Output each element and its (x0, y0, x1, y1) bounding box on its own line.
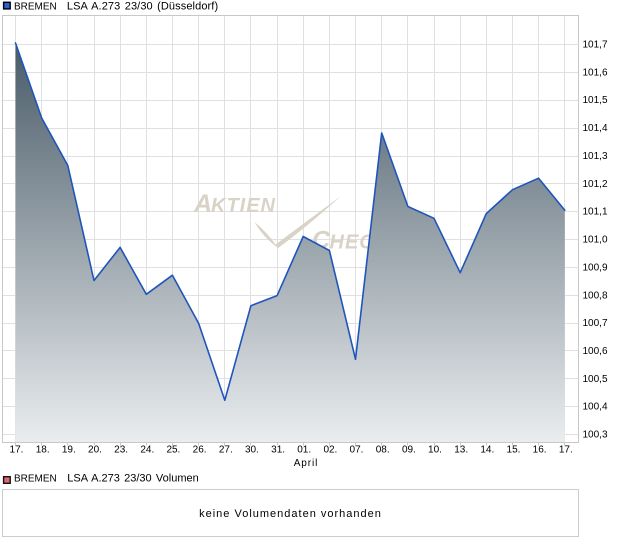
svg-text:100,4: 100,4 (583, 402, 608, 413)
svg-text:14.: 14. (480, 445, 494, 456)
svg-text:19.: 19. (62, 445, 76, 456)
svg-text:18.: 18. (36, 445, 50, 456)
svg-text:100,9: 100,9 (583, 262, 608, 273)
svg-text:15.: 15. (507, 445, 521, 456)
svg-text:LSA A.273 23/30 (Düsseldorf): LSA A.273 23/30 (Düsseldorf) (67, 1, 218, 13)
svg-text:101,6: 101,6 (583, 67, 608, 78)
svg-text:09.: 09. (402, 445, 416, 456)
svg-text:BREMEN: BREMEN (14, 1, 57, 12)
svg-text:101,2: 101,2 (583, 179, 608, 190)
svg-text:April: April (294, 458, 319, 469)
svg-text:101,7: 101,7 (583, 40, 608, 51)
svg-text:01.: 01. (297, 445, 311, 456)
svg-text:17.: 17. (559, 445, 573, 456)
svg-text:02.: 02. (323, 445, 337, 456)
svg-text:BREMEN: BREMEN (14, 473, 57, 484)
svg-text:100,3: 100,3 (583, 430, 608, 441)
svg-text:101,1: 101,1 (583, 207, 608, 218)
svg-text:KTIEN: KTIEN (211, 195, 276, 217)
svg-text:23.: 23. (114, 445, 128, 456)
svg-text:A: A (193, 190, 212, 218)
svg-text:keine Volumendaten vorhanden: keine Volumendaten vorhanden (199, 508, 382, 520)
svg-text:26.: 26. (193, 445, 207, 456)
svg-text:13.: 13. (454, 445, 468, 456)
svg-text:101,0: 101,0 (583, 235, 608, 246)
svg-text:30.: 30. (245, 445, 259, 456)
svg-text:16.: 16. (533, 445, 547, 456)
svg-text:101,3: 101,3 (583, 151, 608, 162)
svg-text:100,8: 100,8 (583, 290, 608, 301)
svg-text:101,5: 101,5 (583, 95, 608, 106)
svg-text:07.: 07. (350, 445, 364, 456)
svg-text:24.: 24. (140, 445, 154, 456)
svg-text:25.: 25. (166, 445, 180, 456)
svg-text:100,6: 100,6 (583, 346, 608, 357)
svg-text:20.: 20. (88, 445, 102, 456)
svg-text:17.: 17. (10, 445, 24, 456)
svg-text:10.: 10. (428, 445, 442, 456)
svg-text:100,7: 100,7 (583, 318, 608, 329)
svg-text:100,5: 100,5 (583, 374, 608, 385)
svg-text:31.: 31. (271, 445, 285, 456)
svg-text:LSA A.273 23/30 Volumen: LSA A.273 23/30 Volumen (67, 473, 198, 485)
svg-text:08.: 08. (376, 445, 390, 456)
svg-text:27.: 27. (219, 445, 233, 456)
svg-text:101,4: 101,4 (583, 123, 608, 134)
